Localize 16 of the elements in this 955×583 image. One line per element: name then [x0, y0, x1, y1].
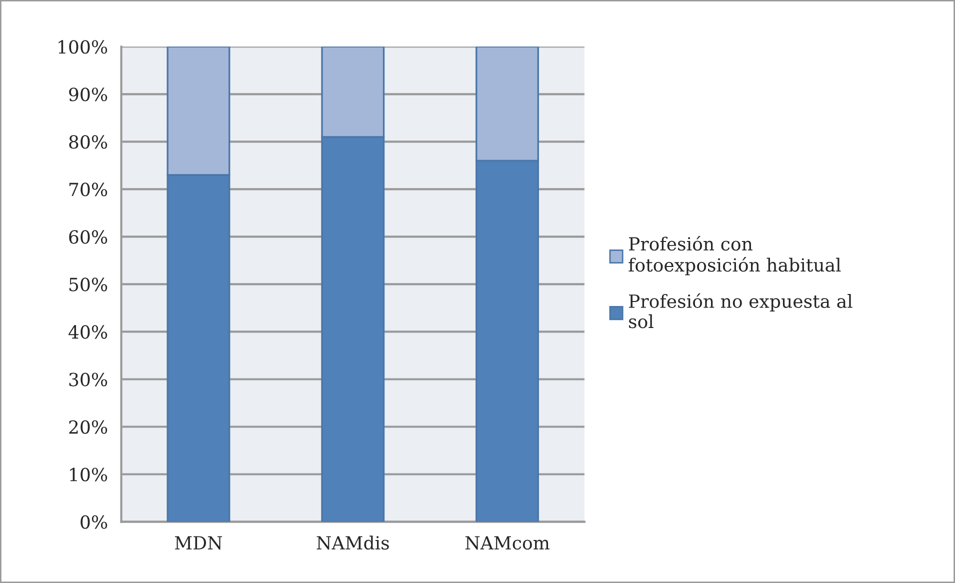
x-tick-label: NAMcom: [465, 536, 550, 550]
y-tick-label: 50%: [69, 278, 108, 292]
y-tick-label: 80%: [69, 135, 108, 149]
y-tick-label: 10%: [70, 468, 108, 482]
y-tick-label: 100%: [58, 40, 108, 54]
y-tick-label: 0%: [80, 515, 108, 529]
y-tick-label: 70%: [69, 182, 108, 196]
legend-label: Profesión no expuesta al sol: [629, 293, 852, 328]
x-tick-label: MDN: [175, 536, 222, 550]
legend-label: Profesión con fotoexposición habitual: [628, 236, 841, 276]
x-tick-label: NAMdis: [316, 536, 389, 550]
y-tick-label: 60%: [69, 230, 108, 244]
y-tick-label: 90%: [69, 88, 108, 102]
y-tick-label: 20%: [69, 420, 108, 434]
y-tick-label: 30%: [69, 372, 108, 386]
y-tick-label: 40%: [68, 325, 108, 339]
